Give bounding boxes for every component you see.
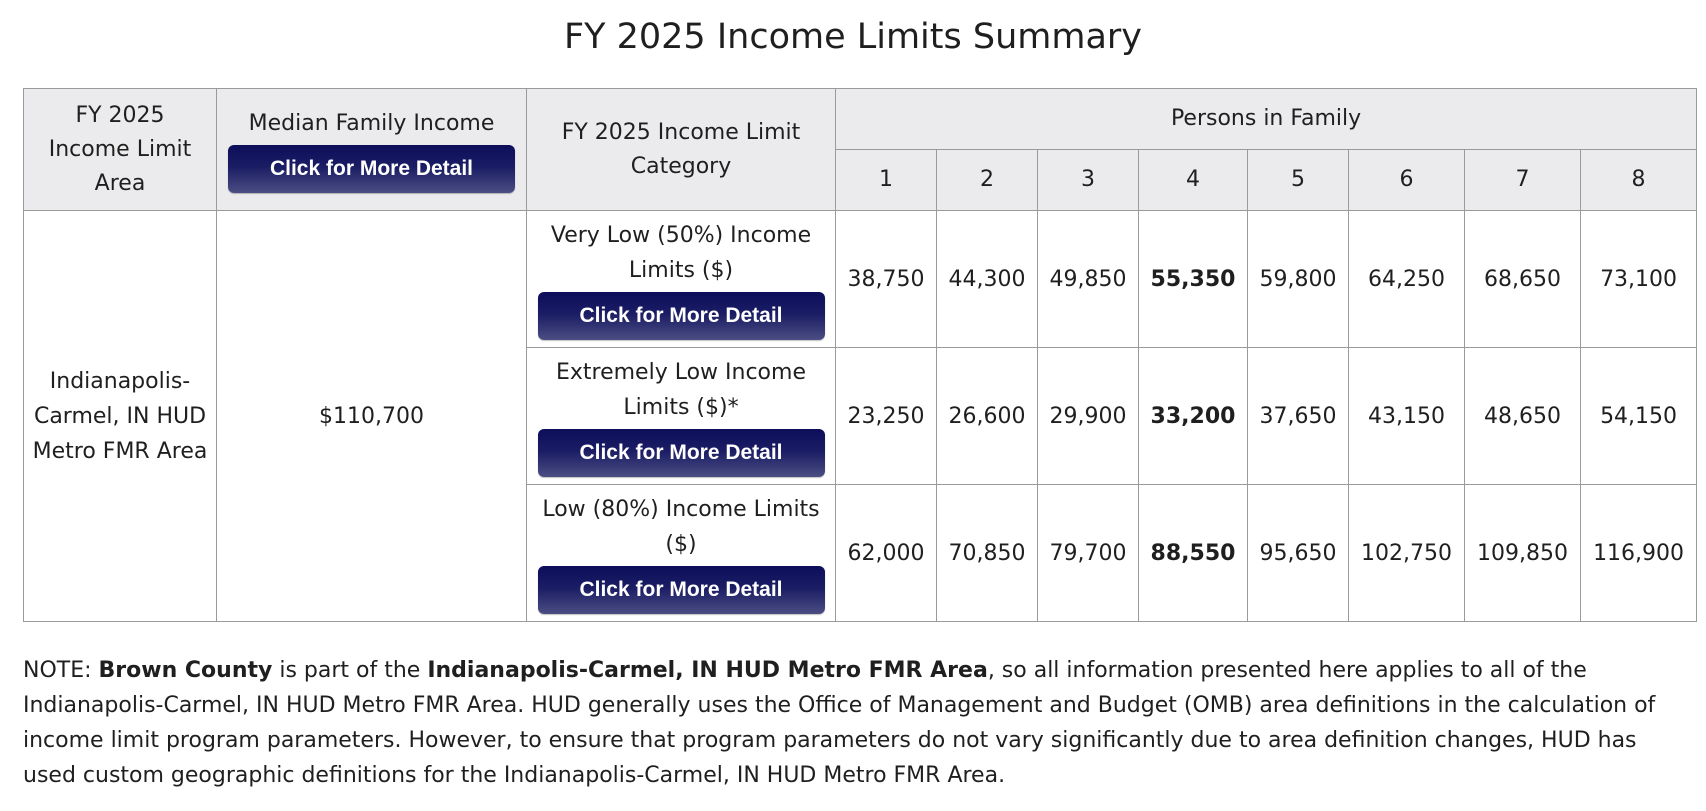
table-row-very-low: Indianapolis-Carmel, IN HUD Metro FMR Ar… bbox=[23, 210, 1698, 622]
note-mid: is part of the bbox=[272, 658, 428, 683]
table-cell: 79,700 bbox=[1037, 484, 1139, 622]
table-cell: 109,850 bbox=[1464, 484, 1581, 622]
table-cell: 49,850 bbox=[1037, 210, 1139, 348]
category-label: Very Low (50%) Income Limits ($) bbox=[550, 223, 812, 283]
table-cell: 64,250 bbox=[1348, 210, 1465, 348]
low-detail-button[interactable]: Click for More Detail bbox=[537, 566, 825, 614]
table-cell: 37,650 bbox=[1247, 347, 1349, 485]
table-cell: 55,350 bbox=[1138, 210, 1248, 348]
page-title: FY 2025 Income Limits Summary bbox=[563, 17, 1142, 57]
median-detail-button[interactable]: Click for More Detail bbox=[228, 144, 515, 193]
table-cell: 88,550 bbox=[1138, 484, 1248, 622]
table-cell: 26,600 bbox=[936, 347, 1038, 485]
table-cell: 48,650 bbox=[1464, 347, 1581, 485]
header-person-count: 2 bbox=[936, 149, 1038, 211]
median-income-value: $110,700 bbox=[319, 403, 424, 429]
note-prefix: NOTE: bbox=[23, 658, 99, 683]
table-cell: 43,150 bbox=[1348, 347, 1465, 485]
category-label: Low (80%) Income Limits ($) bbox=[542, 497, 820, 557]
income-limit-area-cell: Indianapolis-Carmel, IN HUD Metro FMR Ar… bbox=[23, 210, 217, 622]
header-median-family-income: Median Family Income Click for More Deta… bbox=[216, 88, 527, 211]
category-cell: Low (80%) Income Limits ($) Click for Mo… bbox=[526, 484, 836, 622]
table-cell: 54,150 bbox=[1579, 347, 1698, 485]
table-cell: 62,000 bbox=[835, 484, 937, 622]
category-label: Extremely Low Income Limits ($)* bbox=[555, 360, 806, 420]
header-area-label: FY 2025 Income Limit Area bbox=[48, 102, 192, 196]
header-person-count: 1 bbox=[835, 149, 937, 211]
table-cell: 73,100 bbox=[1579, 210, 1698, 348]
table-cell: 70,850 bbox=[936, 484, 1038, 622]
header-median-label: Median Family Income bbox=[248, 110, 495, 136]
table-cell: 29,900 bbox=[1037, 347, 1139, 485]
category-cell: Very Low (50%) Income Limits ($) Click f… bbox=[526, 210, 836, 348]
median-income-cell: $110,700 bbox=[216, 210, 527, 622]
table-cell: 102,750 bbox=[1348, 484, 1465, 622]
note-rest: , so all information presented here appl… bbox=[23, 658, 1656, 788]
extremely-low-detail-button[interactable]: Click for More Detail bbox=[537, 429, 825, 477]
header-person-count: 6 bbox=[1348, 149, 1465, 211]
header-income-limit-area: FY 2025 Income Limit Area bbox=[23, 88, 217, 211]
table-row-extremely-low: Extremely Low Income Limits ($)* Click f… bbox=[24, 347, 1698, 485]
income-limits-table: FY 2025 Income Limit Area Median Family … bbox=[23, 88, 1698, 622]
header-person-count: 5 bbox=[1247, 149, 1349, 211]
header-person-count: 7 bbox=[1464, 149, 1581, 211]
header-person-count: 3 bbox=[1037, 149, 1139, 211]
table-cell: 59,800 bbox=[1247, 210, 1349, 348]
header-person-count: 8 bbox=[1579, 149, 1698, 211]
header-income-limit-category: FY 2025 Income Limit Category bbox=[526, 88, 836, 211]
very-low-detail-button[interactable]: Click for More Detail bbox=[537, 292, 825, 340]
note-area: Indianapolis-Carmel, IN HUD Metro FMR Ar… bbox=[427, 658, 988, 683]
note-county: Brown County bbox=[98, 658, 273, 683]
table-cell: 68,650 bbox=[1464, 210, 1581, 348]
table-cell: 33,200 bbox=[1138, 347, 1248, 485]
area-note: NOTE: Brown County is part of the Indian… bbox=[23, 653, 1683, 793]
table-cell: 23,250 bbox=[835, 347, 937, 485]
header-persons-in-family: Persons in Family bbox=[834, 88, 1698, 150]
header-person-count: 4 bbox=[1138, 149, 1248, 211]
header-category-label: FY 2025 Income Limit Category bbox=[561, 119, 801, 179]
table-row-low: Low (80%) Income Limits ($) Click for Mo… bbox=[24, 484, 1698, 622]
category-cell: Extremely Low Income Limits ($)* Click f… bbox=[526, 347, 836, 485]
table-cell: 95,650 bbox=[1247, 484, 1349, 622]
area-name: Indianapolis-Carmel, IN HUD Metro FMR Ar… bbox=[32, 368, 208, 464]
table-cell: 38,750 bbox=[835, 210, 937, 348]
table-cell: 44,300 bbox=[936, 210, 1038, 348]
table-cell: 116,900 bbox=[1579, 484, 1698, 622]
